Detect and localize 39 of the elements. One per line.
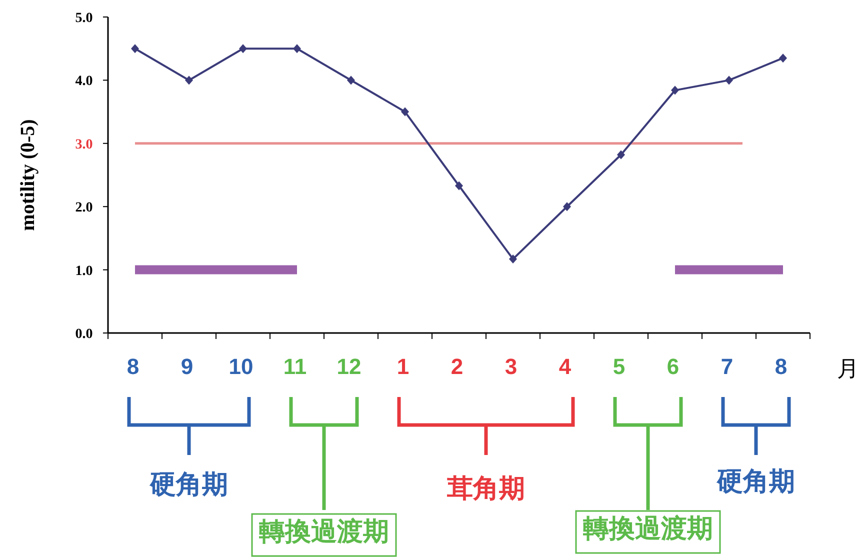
- point: [455, 181, 463, 190]
- x-tick-label: 2: [450, 354, 464, 379]
- x-tick-label: 4: [558, 354, 572, 379]
- y-tick-label: 4.0: [75, 74, 93, 90]
- point: [779, 54, 787, 63]
- point: [185, 76, 193, 85]
- point: [293, 44, 301, 54]
- x-axis-title: 月: [837, 356, 859, 381]
- x-tick-label: 8: [774, 354, 788, 379]
- y-tick-label: 1.0: [75, 264, 93, 279]
- point: [671, 86, 679, 95]
- y-axis-title: motility (0-5): [17, 119, 39, 231]
- x-tick-label: 10: [228, 354, 254, 379]
- x-tick-label: 1: [396, 354, 410, 379]
- text: 硬角期: [716, 466, 795, 496]
- y-tick-label: 5.0: [75, 11, 93, 26]
- y-tick-label: 0.0: [75, 327, 93, 342]
- y-tick-label: 2.0: [75, 200, 93, 216]
- x-tick-label: 5: [612, 354, 626, 379]
- x-tick-label: 6: [666, 354, 680, 379]
- point: [509, 254, 517, 264]
- x-tick-label: 9: [180, 354, 194, 379]
- x-tick-label: 7: [720, 354, 734, 379]
- point: [617, 150, 625, 160]
- x-tick-label: 8: [126, 354, 140, 379]
- point: [401, 107, 409, 116]
- x-tick-label: 12: [336, 354, 362, 379]
- point: [725, 76, 733, 85]
- point: [131, 44, 139, 54]
- text: 轉換過渡期: [258, 516, 389, 546]
- point: [563, 202, 571, 212]
- x-tick-label: 3: [504, 354, 518, 379]
- y-tick-label: 3.0: [75, 137, 93, 152]
- x-tick-label: 11: [283, 354, 307, 379]
- point: [239, 44, 247, 54]
- point: [347, 76, 355, 85]
- text: 轉換過渡期: [582, 513, 713, 543]
- text: 硬角期: [149, 469, 228, 499]
- text: 茸角期: [446, 473, 525, 503]
